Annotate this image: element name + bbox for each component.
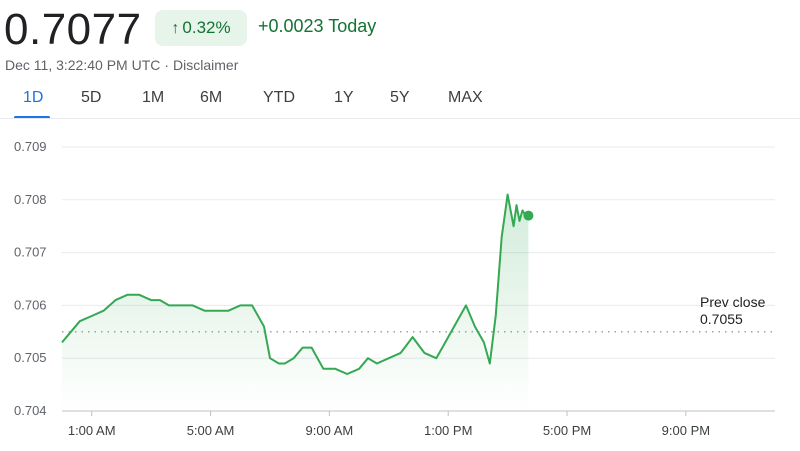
y-tick-label: 0.708 [14, 192, 47, 207]
current-price-dot [523, 210, 534, 221]
prev-close-value: 0.7055 [700, 311, 743, 327]
tab-ytd[interactable]: YTD [263, 89, 295, 106]
tab-6m[interactable]: 6M [200, 89, 223, 106]
price-area [62, 194, 529, 411]
range-tabs: 1D 5D 1M 6M YTD 1Y 5Y MAX [0, 86, 520, 119]
arrow-up-icon: ↑ [171, 20, 180, 37]
x-axis-labels: 1:00 AM 5:00 AM 9:00 AM 1:00 PM 5:00 PM 9:00 … [68, 423, 710, 438]
x-tick-label: 9:00 AM [306, 423, 354, 438]
meta-separator: · [164, 57, 170, 73]
x-tick-label: 1:00 PM [424, 423, 472, 438]
percent-change-badge: ↑ 0.32% [155, 10, 247, 46]
tab-1m[interactable]: 1M [142, 89, 165, 106]
change-today: +0.0023 Today [258, 16, 377, 36]
y-axis-labels: 0.709 0.708 0.707 0.706 0.705 0.704 [14, 139, 47, 418]
x-tick-label: 5:00 AM [187, 423, 235, 438]
prev-close-label: Prev close [700, 294, 766, 310]
percent-change-value: 0.32% [182, 18, 231, 37]
tab-5d[interactable]: 5D [81, 89, 102, 106]
x-tick-label: 1:00 AM [68, 423, 116, 438]
tab-1y[interactable]: 1Y [334, 89, 354, 106]
price-chart[interactable]: 0.709 0.708 0.707 0.706 0.705 0.704 1:00 AM 5:… [0, 120, 800, 451]
y-tick-label: 0.705 [14, 350, 47, 365]
price-line [61, 193, 529, 375]
tab-5y[interactable]: 5Y [390, 89, 410, 106]
tab-max[interactable]: MAX [448, 89, 483, 106]
tabs-divider [0, 118, 800, 119]
x-tick-label: 9:00 PM [662, 423, 710, 438]
y-tick-label: 0.707 [14, 245, 47, 260]
active-tab-indicator [14, 116, 50, 119]
tab-1d[interactable]: 1D [23, 89, 44, 106]
quote-meta: Dec 11, 3:22:40 PM UTC · Disclaimer [5, 57, 238, 73]
disclaimer-link[interactable]: Disclaimer [173, 57, 239, 73]
y-tick-label: 0.709 [14, 139, 47, 154]
x-tick-label: 5:00 PM [543, 423, 591, 438]
y-tick-label: 0.704 [14, 403, 47, 418]
timestamp: Dec 11, 3:22:40 PM UTC [5, 57, 161, 73]
price-value: 0.7077 [4, 5, 142, 54]
y-tick-label: 0.706 [14, 297, 47, 312]
